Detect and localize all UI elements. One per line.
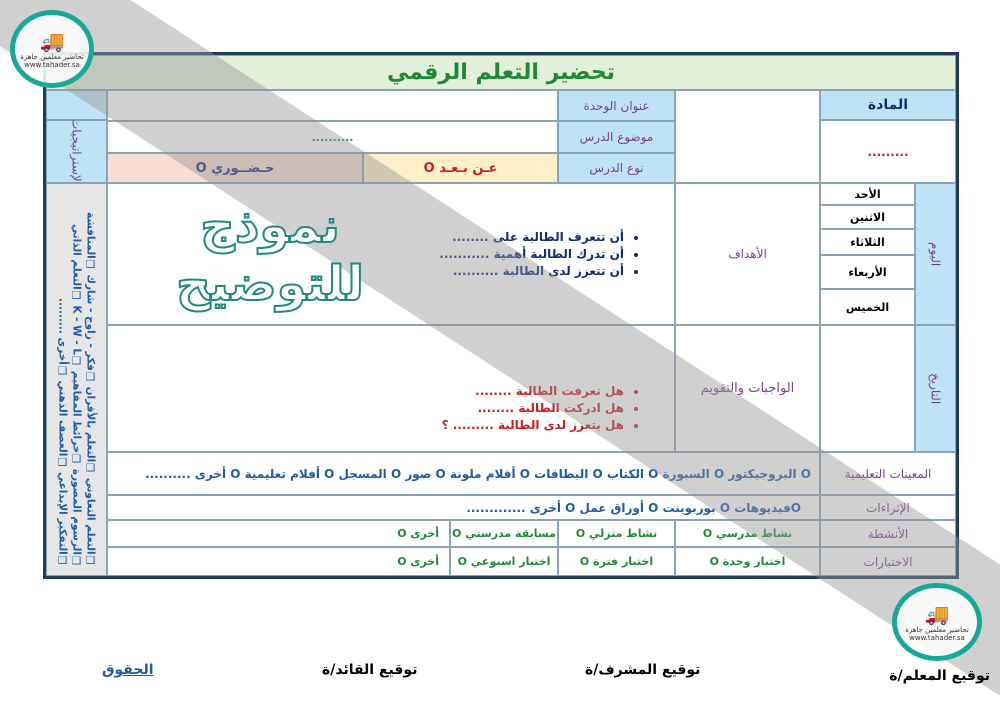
objective-item: أن تتعرف الطالبة على ........ [439,229,624,246]
type-label: نوع الدرس [558,153,675,183]
test-option[interactable]: اختبار وحدة O [675,547,820,576]
activity-option[interactable]: مسابقة مدرستي O [450,520,558,547]
evaluation-content[interactable]: هل تعرفت الطالبة ........هل ادركت الطالب… [107,325,675,452]
activity-option[interactable]: نشاط مدرسي O [675,520,820,547]
truck-icon: 🚚 [924,602,950,626]
day-monday[interactable]: الاثنين [820,205,915,229]
day-tuesday[interactable]: الثلاثاء [820,229,915,255]
inperson-option[interactable]: حـضــوري O [107,153,363,183]
rights-link[interactable]: الحقوق [102,662,154,678]
strategies-list[interactable]: ❑التعلم التعاوني ❑التعلم بالأقران ❑فكر -… [46,183,107,576]
activity-option[interactable]: نشاط منزلي O [558,520,675,547]
strategies-label: الإستراتيجيات [46,118,107,185]
logo-url: www.tahader.sa [909,634,965,642]
truck-icon: 🚚 [39,29,65,53]
activities-label: الأنشطة [820,520,956,547]
objectives-content[interactable]: أن تتعرف الطالبة على ........أن تدرك الط… [107,183,675,325]
tests-label: الاختبارات [820,547,956,576]
blank-cell [675,90,820,183]
test-option[interactable]: اختبار فترة O [558,547,675,576]
unit-field[interactable] [107,90,558,121]
aids-label: المعينات التعليمية [820,452,956,495]
topic-label: موضوع الدرس [558,121,675,153]
objectives-label: الأهداف [675,183,820,325]
date-label: التاريخ [915,325,956,452]
day-label: اليوم [915,183,956,325]
strategies-label-top [46,90,107,120]
remote-option[interactable]: عـن بـعـد O [363,153,558,183]
enrichment-label: الإثراءات [820,495,956,520]
objective-item: أن تدرك الطالبة أهمية ........... [439,246,624,263]
day-thursday[interactable]: الخميس [820,289,915,325]
day-wednesday[interactable]: الأربعاء [820,255,915,289]
lesson-plan-form [43,52,959,579]
teacher-signature: توقيع المعلم/ة [889,668,990,684]
day-sunday[interactable]: الأحد [820,183,915,205]
enrichment-options[interactable]: Oفيديوهات O بوربوينت O أوراق عمل O أخرى … [107,495,820,520]
supervisor-signature: توقيع المشرف/ة [585,662,701,678]
test-option[interactable]: أخرى O [107,547,450,576]
logo-name: تحاضير معلمين جاهزة [20,53,84,61]
unit-label: عنوان الوحدة [558,90,675,121]
test-option[interactable]: اختبار اسبوعي O [450,547,558,576]
date-field[interactable] [820,325,915,452]
subject-value[interactable]: ......... [820,120,956,183]
objective-item: أن تتعزز لدى الطالبة .......... [439,263,624,280]
evaluation-item: هل تعرفت الطالبة ........ [442,383,624,400]
page-title: تحضير التعلم الرقمي [46,55,956,90]
leader-signature: توقيع القائد/ة [322,662,418,678]
logo-url: www.tahader.sa [24,61,80,69]
aids-options[interactable]: O البروجيكتور O السبورة O الكتاب O البطا… [107,452,820,495]
activity-option[interactable]: أخرى O [107,520,450,547]
evaluation-label: الواجبات والتقويم [675,325,820,452]
logo: 🚚 تحاضير معلمين جاهزة www.tahader.sa [892,583,982,661]
evaluation-item: هل يتعزز لدى الطالبة ......... ؟ [442,417,624,434]
subject-label: المادة [820,90,956,120]
logo: 🚚 تحاضير معلمين جاهزة www.tahader.sa [10,10,94,88]
topic-field[interactable]: .......... [107,121,558,153]
logo-name: تحاضير معلمين جاهزة [905,626,969,634]
evaluation-item: هل ادركت الطالبة ........ [442,400,624,417]
